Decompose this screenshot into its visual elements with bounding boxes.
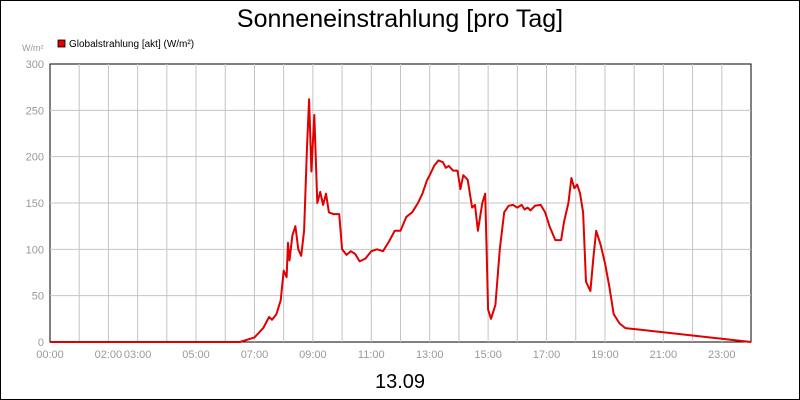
x-tick-label: 11:00 xyxy=(358,349,385,361)
x-tick-label: 09:00 xyxy=(299,349,327,361)
x-axis-ticks: 00:00 02:00 03:00 05:00 07:00 09:00 11:00 13:00… xyxy=(36,349,735,361)
grid xyxy=(50,64,751,342)
x-tick-label: 03:00 xyxy=(124,349,152,361)
legend-swatch xyxy=(57,39,66,48)
y-tick-label: 150 xyxy=(26,198,44,210)
x-tick-label: 19:00 xyxy=(591,349,619,361)
x-axis-title: 13.09 xyxy=(375,371,425,393)
x-tick-label: 07:00 xyxy=(241,349,269,361)
y-tick-label: 250 xyxy=(26,105,44,117)
series-line xyxy=(50,98,752,343)
y-unit-label: W/m² xyxy=(22,43,44,53)
y-tick-label: 100 xyxy=(26,244,44,256)
legend-label: Globalstrahlung [akt] (W/m²) xyxy=(69,39,194,50)
x-tick-label: 00:00 xyxy=(36,349,64,361)
y-tick-label: 300 xyxy=(26,59,44,71)
chart-title: Sonneneinstrahlung [pro Tag] xyxy=(237,5,563,33)
y-tick-label: 0 xyxy=(38,337,44,349)
y-tick-label: 200 xyxy=(26,152,44,164)
x-tick-label: 17:00 xyxy=(533,349,561,361)
x-tick-label: 02:00 xyxy=(95,349,123,361)
y-tick-label: 50 xyxy=(32,291,44,303)
x-tick-label: 23:00 xyxy=(708,349,736,361)
x-tick-label: 21:00 xyxy=(650,349,678,361)
series-layer xyxy=(50,98,752,343)
x-tick-label: 13:00 xyxy=(416,349,444,361)
x-tick-label: 05:00 xyxy=(182,349,210,361)
x-tick-label: 15:00 xyxy=(474,349,502,361)
y-axis-ticks: 0 50 100 150 200 250 300 xyxy=(26,59,44,349)
legend: Globalstrahlung [akt] (W/m²) xyxy=(57,39,194,50)
